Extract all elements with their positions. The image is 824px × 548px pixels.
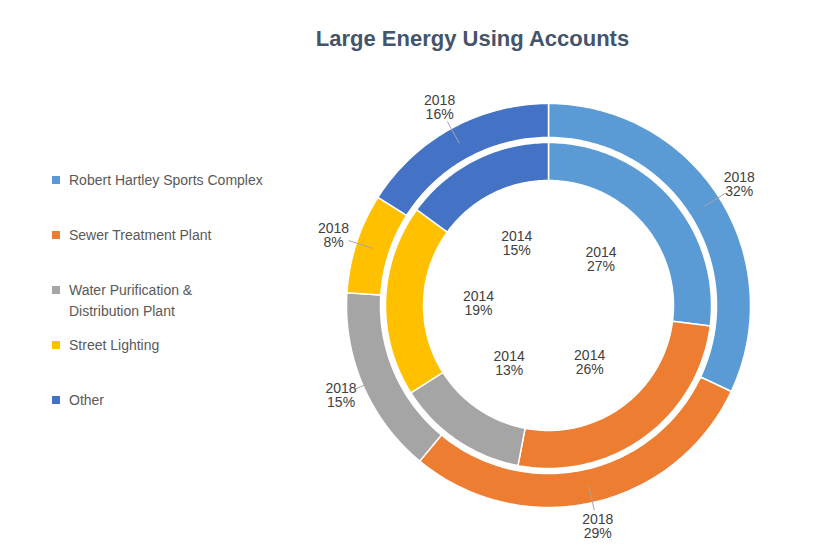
html-text:Other: Other: [69, 392, 104, 408]
svg-text:201413%: 201413%: [494, 348, 525, 378]
svg-text:201415%: 201415%: [501, 228, 532, 258]
svg-text:201816%: 201816%: [424, 92, 455, 122]
svg-text:Large Energy Using Accounts: Large Energy Using Accounts: [316, 26, 629, 51]
html-text:Sewer Treatment Plant: Sewer Treatment Plant: [69, 227, 212, 243]
svg-text:201419%: 201419%: [463, 288, 494, 318]
svg-text:201829%: 201829%: [582, 511, 613, 541]
html-text:Water Purification & Distribut: Water Purification & Distribution Plant: [69, 282, 193, 319]
svg-text:201426%: 201426%: [574, 347, 605, 377]
html-text:Robert Hartley Sports Complex: Robert Hartley Sports Complex: [69, 172, 263, 188]
svg-text:201815%: 201815%: [326, 380, 357, 410]
html-text:Street Lighting: Street Lighting: [69, 337, 160, 353]
svg-text:20188%: 20188%: [318, 220, 349, 250]
svg-text:201427%: 201427%: [585, 244, 616, 274]
svg-text:201832%: 201832%: [724, 169, 755, 199]
